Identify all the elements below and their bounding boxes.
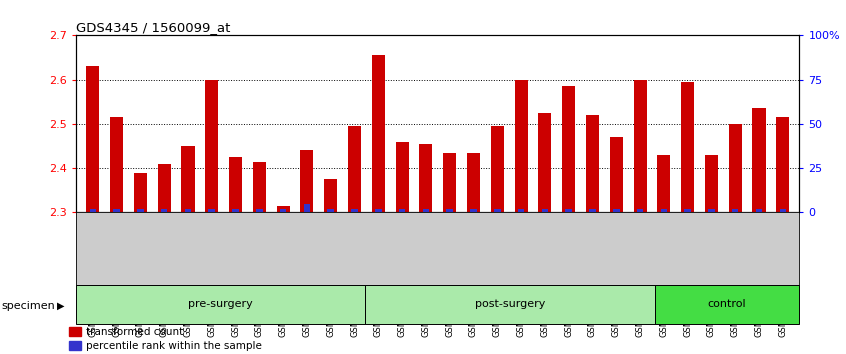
Bar — [253, 161, 266, 212]
Bar — [233, 209, 239, 212]
Bar — [447, 209, 453, 212]
Bar — [304, 204, 310, 212]
Bar — [752, 108, 766, 212]
Text: specimen: specimen — [2, 301, 56, 311]
Bar — [470, 209, 477, 212]
Bar — [491, 126, 504, 212]
Bar — [589, 209, 596, 212]
Legend: transformed count, percentile rank within the sample: transformed count, percentile rank withi… — [64, 323, 266, 354]
Bar — [514, 80, 528, 212]
Bar — [518, 209, 525, 212]
Bar — [375, 209, 382, 212]
Bar — [541, 209, 548, 212]
Bar — [420, 144, 432, 212]
Bar — [76, 285, 365, 324]
Bar — [443, 153, 456, 212]
Bar — [181, 146, 195, 212]
Bar — [351, 209, 358, 212]
Bar — [637, 209, 643, 212]
Bar — [779, 209, 786, 212]
Text: GDS4345 / 1560099_at: GDS4345 / 1560099_at — [76, 21, 230, 34]
Bar — [732, 209, 739, 212]
Bar — [396, 142, 409, 212]
Bar — [327, 209, 334, 212]
Bar — [137, 209, 144, 212]
Bar — [110, 117, 124, 212]
Bar — [256, 209, 262, 212]
Bar — [184, 209, 191, 212]
Bar — [728, 124, 742, 212]
Bar — [705, 155, 718, 212]
Bar — [613, 209, 619, 212]
Bar — [494, 209, 501, 212]
Text: post-surgery: post-surgery — [475, 299, 546, 309]
Bar — [661, 209, 667, 212]
Bar — [324, 179, 338, 212]
Bar — [398, 209, 405, 212]
Bar — [229, 157, 242, 212]
Bar — [423, 209, 429, 212]
Bar — [586, 115, 599, 212]
Bar — [86, 67, 99, 212]
Text: ▶: ▶ — [57, 301, 64, 311]
Bar — [134, 172, 147, 212]
Bar — [755, 209, 762, 212]
Bar — [777, 117, 789, 212]
Bar — [280, 209, 287, 212]
Bar — [300, 150, 314, 212]
Bar — [562, 86, 575, 212]
Bar — [657, 155, 670, 212]
Bar — [348, 126, 361, 212]
Text: control: control — [708, 299, 746, 309]
Bar — [365, 285, 655, 324]
Bar — [208, 209, 215, 212]
Bar — [467, 153, 480, 212]
Bar — [681, 82, 695, 212]
Bar — [538, 113, 552, 212]
Bar — [157, 164, 171, 212]
Bar — [610, 137, 623, 212]
Bar — [90, 209, 96, 212]
Bar — [206, 80, 218, 212]
Bar — [113, 209, 120, 212]
Bar — [371, 55, 385, 212]
Bar — [565, 209, 572, 212]
Bar — [277, 206, 289, 212]
Bar — [684, 209, 691, 212]
Bar — [161, 209, 168, 212]
Text: pre-surgery: pre-surgery — [189, 299, 253, 309]
Bar — [708, 209, 715, 212]
Bar — [655, 285, 799, 324]
Bar — [634, 80, 646, 212]
